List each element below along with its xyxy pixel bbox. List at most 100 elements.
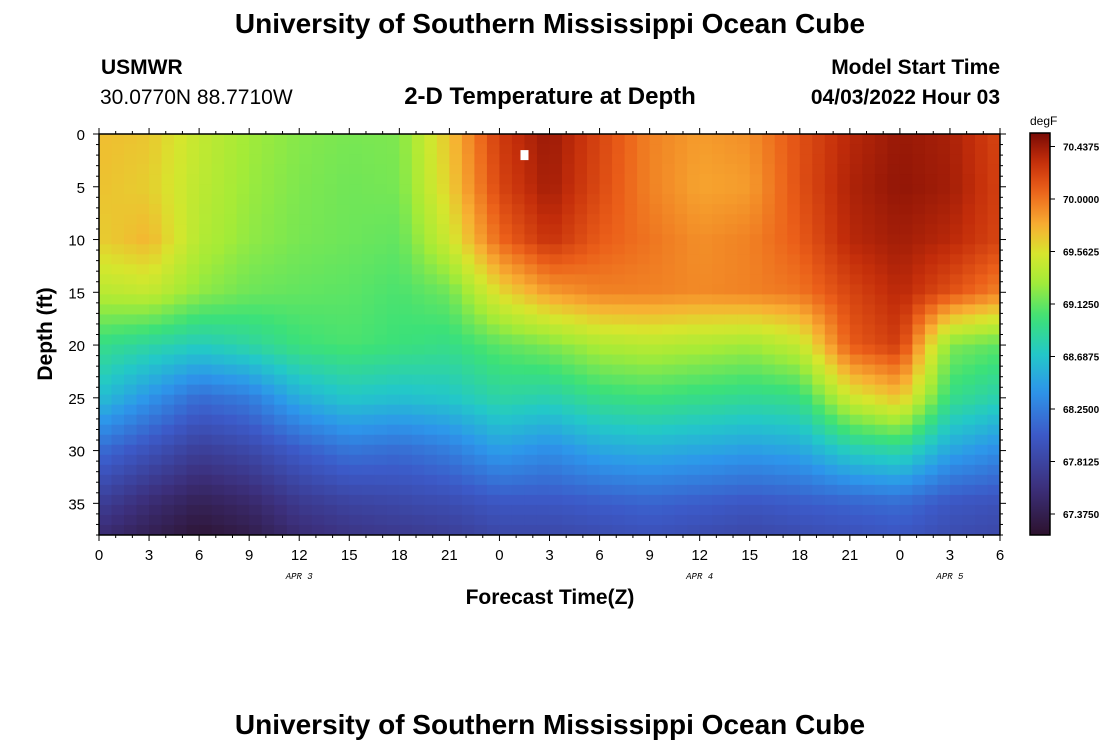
heatmap-cell [524,384,538,396]
heatmap-cell [912,284,926,295]
heatmap-cell [887,264,901,275]
heatmap-cell [299,174,313,185]
heatmap-cell [249,314,263,326]
heatmap-cell [311,194,325,205]
heatmap-cell [837,354,851,366]
heatmap-cell [411,334,425,346]
heatmap-cell [974,274,989,285]
heatmap-cell [924,404,939,416]
heatmap-cell [724,454,738,466]
heatmap-cell [236,464,250,476]
heatmap-cell [299,444,313,456]
heatmap-cell [174,244,188,255]
heatmap-cell [837,144,851,155]
heatmap-cell [912,364,926,376]
heatmap-cell [149,514,163,526]
heatmap-cell [587,494,601,506]
heatmap-cell [737,174,751,185]
heatmap-cell [812,214,826,225]
heatmap-cell [136,354,150,366]
heatmap-cell [949,414,964,426]
heatmap-cell [536,194,551,205]
heatmap-cell [424,184,438,195]
heatmap-cell [249,234,263,245]
heatmap-cell [824,234,838,245]
heatmap-cell [211,374,225,386]
heatmap-cell [987,144,1000,155]
heatmap-cell [824,204,838,215]
heatmap-cell [899,434,913,446]
heatmap-cell [361,264,375,275]
heatmap-cell [524,364,538,376]
heatmap-cell [937,194,951,205]
heatmap-cell [587,374,601,386]
heatmap-cell [562,324,576,336]
heatmap-cell [737,154,751,165]
heatmap-cell [649,234,663,245]
heatmap-cell [399,224,413,235]
heatmap-cell [124,134,138,145]
heatmap-cell [812,454,826,466]
heatmap-cell [587,204,601,215]
heatmap-cell [762,344,776,356]
heatmap-cell [587,424,601,436]
y-axis-label: Depth (ft) [34,287,57,380]
heatmap-cell [649,484,663,496]
heatmap-cell [299,394,313,406]
heatmap-cell [536,374,551,386]
heatmap-cell [336,404,350,416]
heatmap-cell [687,444,701,456]
heatmap-cell [411,444,425,456]
heatmap-cell [236,234,250,245]
heatmap-cell [361,184,375,195]
heatmap-cell [562,184,576,195]
heatmap-cell [524,214,538,225]
heatmap-cell [149,324,163,336]
heatmap-cell [349,144,363,155]
heatmap-cell [699,174,713,185]
heatmap-cell [249,404,263,416]
heatmap-cell [799,334,813,346]
heatmap-cell [349,504,363,516]
heatmap-cell [436,174,450,185]
heatmap-cell [261,334,275,346]
heatmap-cell [211,144,225,155]
heatmap-cell [186,234,200,245]
heatmap-cell [862,434,876,446]
heatmap-cell [699,484,713,496]
heatmap-cell [374,304,388,316]
heatmap-cell [174,324,188,336]
heatmap-cell [511,334,526,346]
heatmap-cell [136,244,150,255]
heatmap-cell [962,204,976,215]
heatmap-cell [824,274,838,285]
heatmap-cell [524,494,538,506]
heatmap-cell [374,134,388,145]
heatmap-cell [837,254,851,265]
heatmap-cell [124,154,138,165]
heatmap-cell [549,334,563,346]
heatmap-cell [699,194,713,205]
heatmap-cell [837,134,851,145]
heatmap-cell [924,494,939,506]
heatmap-cell [774,134,788,145]
heatmap-cell [962,364,976,376]
heatmap-cell [236,194,250,205]
heatmap-cell [524,324,538,336]
heatmap-cell [549,234,563,245]
heatmap-cell [749,414,763,426]
date-label: APR 3 [285,572,314,582]
heatmap-cell [186,504,200,516]
heatmap-cell [374,174,388,185]
heatmap-cell [411,374,425,386]
heatmap-cell [712,334,726,346]
heatmap-cell [511,514,526,526]
heatmap-cell [574,374,588,386]
heatmap-cell [524,264,538,275]
heatmap-cell [424,254,438,265]
heatmap-cell [574,354,588,366]
heatmap-cell [161,494,175,506]
heatmap-cell [349,484,363,496]
heatmap-cell [374,464,388,476]
heatmap-cell [124,344,138,356]
